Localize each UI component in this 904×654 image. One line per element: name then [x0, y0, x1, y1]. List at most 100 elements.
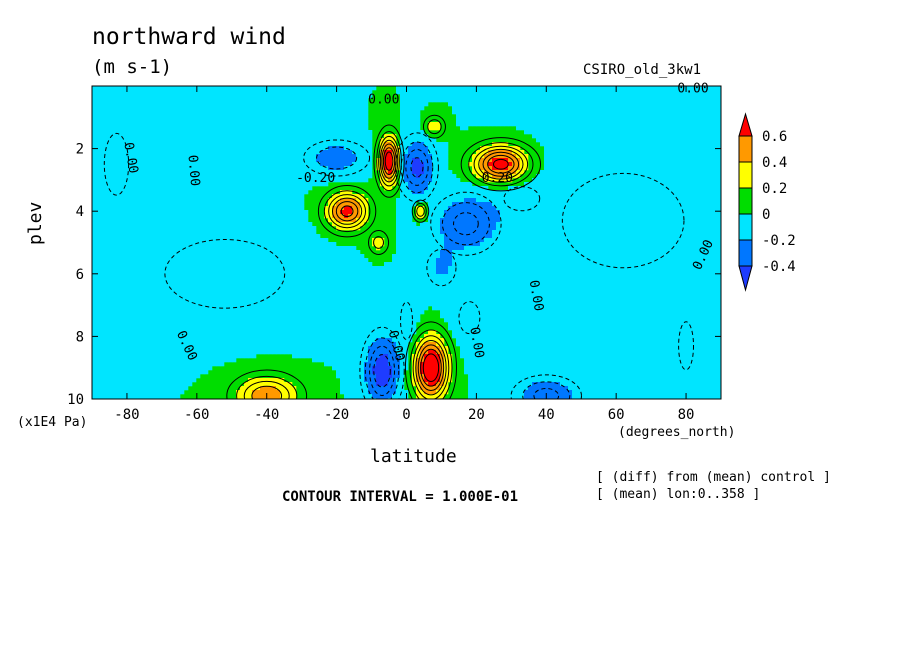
field-cell — [216, 158, 220, 162]
field-cell — [688, 206, 692, 210]
field-cell — [280, 98, 284, 102]
field-cell — [220, 122, 224, 126]
field-cell — [608, 154, 612, 158]
field-cell — [424, 102, 428, 106]
field-cell — [620, 214, 624, 218]
field-cell — [544, 94, 548, 98]
field-cell — [340, 102, 344, 106]
field-cell — [660, 222, 664, 226]
field-cell — [244, 190, 248, 194]
field-cell — [612, 138, 616, 142]
field-cell — [556, 106, 560, 110]
field-cell — [692, 102, 696, 106]
field-cell — [264, 134, 268, 138]
field-cell — [636, 114, 640, 118]
field-cell — [104, 194, 108, 198]
field-cell — [532, 122, 536, 126]
field-cell — [100, 214, 104, 218]
field-cell — [552, 174, 556, 178]
field-cell — [156, 98, 160, 102]
field-cell — [480, 190, 484, 194]
field-cell — [716, 178, 720, 182]
field-cell — [272, 130, 276, 134]
field-cell — [608, 150, 612, 154]
field-cell — [96, 90, 100, 94]
field-cell — [188, 186, 192, 190]
field-cell — [124, 110, 128, 114]
field-cell — [236, 138, 240, 142]
field-cell — [264, 190, 268, 194]
field-cell — [172, 106, 176, 110]
field-cell — [248, 218, 252, 222]
field-cell — [196, 94, 200, 98]
field-cell — [596, 114, 600, 118]
field-cell — [304, 138, 308, 142]
field-cell — [232, 190, 236, 194]
field-cell — [628, 210, 632, 214]
field-cell — [572, 178, 576, 182]
field-cell — [260, 210, 264, 214]
field-cell — [96, 122, 100, 126]
field-cell — [260, 166, 264, 170]
field-cell — [704, 174, 708, 178]
field-cell — [196, 190, 200, 194]
field-cell — [704, 150, 708, 154]
field-cell — [624, 98, 628, 102]
field-cell — [476, 202, 480, 206]
field-cell — [312, 146, 316, 150]
field-cell — [668, 146, 672, 150]
field-cell — [568, 170, 572, 174]
field-cell — [660, 218, 664, 222]
field-cell — [212, 222, 216, 226]
field-cell — [148, 94, 152, 98]
field-cell — [100, 222, 104, 226]
field-cell — [576, 102, 580, 106]
field-cell — [408, 122, 412, 126]
field-cell — [664, 142, 668, 146]
field-cell — [676, 142, 680, 146]
field-cell — [616, 142, 620, 146]
field-cell — [568, 190, 572, 194]
field-cell — [524, 106, 528, 110]
field-cell — [100, 186, 104, 190]
field-cell — [292, 186, 296, 190]
field-cell — [452, 174, 456, 178]
field-cell — [600, 142, 604, 146]
field-cell — [192, 202, 196, 206]
field-cell — [180, 102, 184, 106]
field-cell — [556, 158, 560, 162]
field-cell — [656, 150, 660, 154]
field-cell — [600, 122, 604, 126]
field-cell — [100, 110, 104, 114]
field-cell — [644, 178, 648, 182]
field-cell — [648, 138, 652, 142]
field-cell — [396, 210, 400, 214]
field-cell — [588, 110, 592, 114]
field-cell — [672, 114, 676, 118]
field-cell — [540, 202, 544, 206]
field-cell — [160, 166, 164, 170]
field-cell — [588, 214, 592, 218]
field-cell — [668, 162, 672, 166]
field-cell — [208, 150, 212, 154]
field-cell — [516, 190, 520, 194]
field-cell — [228, 110, 232, 114]
field-cell — [516, 114, 520, 118]
field-cell — [552, 202, 556, 206]
field-cell — [676, 114, 680, 118]
field-cell — [276, 166, 280, 170]
field-cell — [160, 182, 164, 186]
field-cell — [168, 162, 172, 166]
field-cell — [232, 130, 236, 134]
field-cell — [548, 222, 552, 226]
field-cell — [568, 210, 572, 214]
field-cell — [436, 86, 440, 90]
field-cell — [284, 214, 288, 218]
field-cell — [608, 198, 612, 202]
field-cell — [560, 222, 564, 226]
field-cell — [124, 94, 128, 98]
field-cell — [568, 114, 572, 118]
field-cell — [144, 214, 148, 218]
field-cell — [256, 174, 260, 178]
field-cell — [140, 154, 144, 158]
